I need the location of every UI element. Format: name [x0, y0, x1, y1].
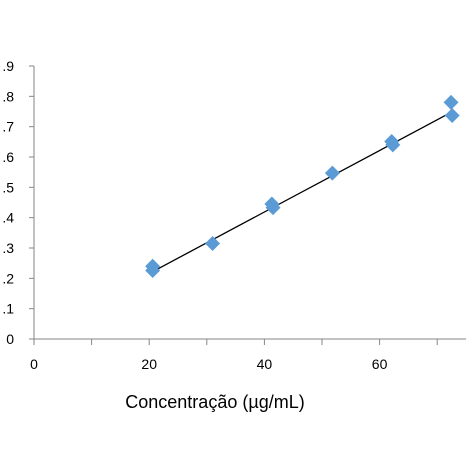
y-tick-label: 0 — [6, 331, 14, 347]
data-point — [385, 137, 401, 153]
trendline-group — [152, 111, 452, 273]
data-point — [443, 94, 459, 110]
x-tick-label: 20 — [141, 356, 157, 372]
data-point — [444, 107, 460, 123]
y-tick-label: .7 — [2, 119, 14, 135]
data-point — [265, 200, 281, 216]
y-tick-label: .3 — [2, 240, 14, 256]
data-points — [145, 94, 460, 278]
ticks: 0 .1 .2 .3 .4 .5 .6 .7 .8 .9 0 20 40 60 — [2, 58, 438, 372]
y-tick-label: .8 — [2, 88, 14, 104]
x-tick-label: 40 — [257, 356, 273, 372]
data-point — [145, 262, 161, 278]
x-tick-label: 60 — [372, 356, 388, 372]
data-point — [205, 235, 221, 251]
y-tick-label: .5 — [2, 179, 14, 195]
y-tick-label: .6 — [2, 149, 14, 165]
y-tick-label: .9 — [2, 58, 14, 74]
y-tick-label: .2 — [2, 270, 14, 286]
y-tick-label: .4 — [2, 210, 14, 226]
y-tick-label: .1 — [2, 301, 14, 317]
trendline — [152, 111, 452, 273]
data-point — [324, 165, 340, 181]
axes — [33, 66, 466, 345]
x-tick-label: 0 — [30, 356, 38, 372]
x-axis-title: Concentração (µg/mL) — [125, 392, 304, 412]
